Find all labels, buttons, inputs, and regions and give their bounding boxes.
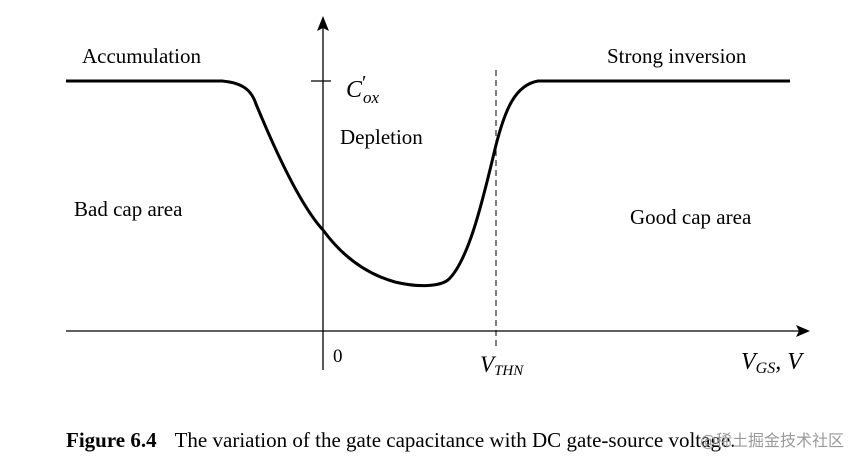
vgs-label-sub: GS xyxy=(756,360,776,377)
accumulation-label: Accumulation xyxy=(82,44,201,68)
x-axis-arrowhead xyxy=(796,325,810,337)
depletion-label: Depletion xyxy=(340,125,423,149)
cox-label-main: C xyxy=(346,77,363,103)
figure-caption-text: The variation of the gate capacitance wi… xyxy=(174,428,736,452)
bad-cap-area-label: Bad cap area xyxy=(74,197,183,221)
strong-inversion-label: Strong inversion xyxy=(607,44,747,68)
capacitance-curve xyxy=(66,79,790,288)
vgs-label-unit: , V xyxy=(775,349,804,375)
cox-label-prime: ′ xyxy=(362,72,366,94)
y-axis-arrowhead xyxy=(317,16,329,31)
figure-number: Figure 6.4 xyxy=(66,428,157,452)
cox-label-sub: ox xyxy=(363,88,380,107)
vthn-label-main: V xyxy=(480,352,497,377)
capacitance-voltage-diagram: Accumulation Strong inversion Depletion … xyxy=(66,16,810,379)
cox-label: C′ ox xyxy=(346,72,380,107)
watermark: @稀土掘金技术社区 xyxy=(699,431,844,450)
figure-caption: Figure 6.4 The variation of the gate capa… xyxy=(66,428,736,453)
good-cap-area-label: Good cap area xyxy=(630,205,752,229)
vgs-axis-label: VGS, V xyxy=(741,349,804,377)
vthn-label-sub: THN xyxy=(494,363,524,379)
vgs-label-main: V xyxy=(741,349,758,375)
origin-label: 0 xyxy=(333,346,343,367)
vthn-label: VTHN xyxy=(480,352,524,379)
